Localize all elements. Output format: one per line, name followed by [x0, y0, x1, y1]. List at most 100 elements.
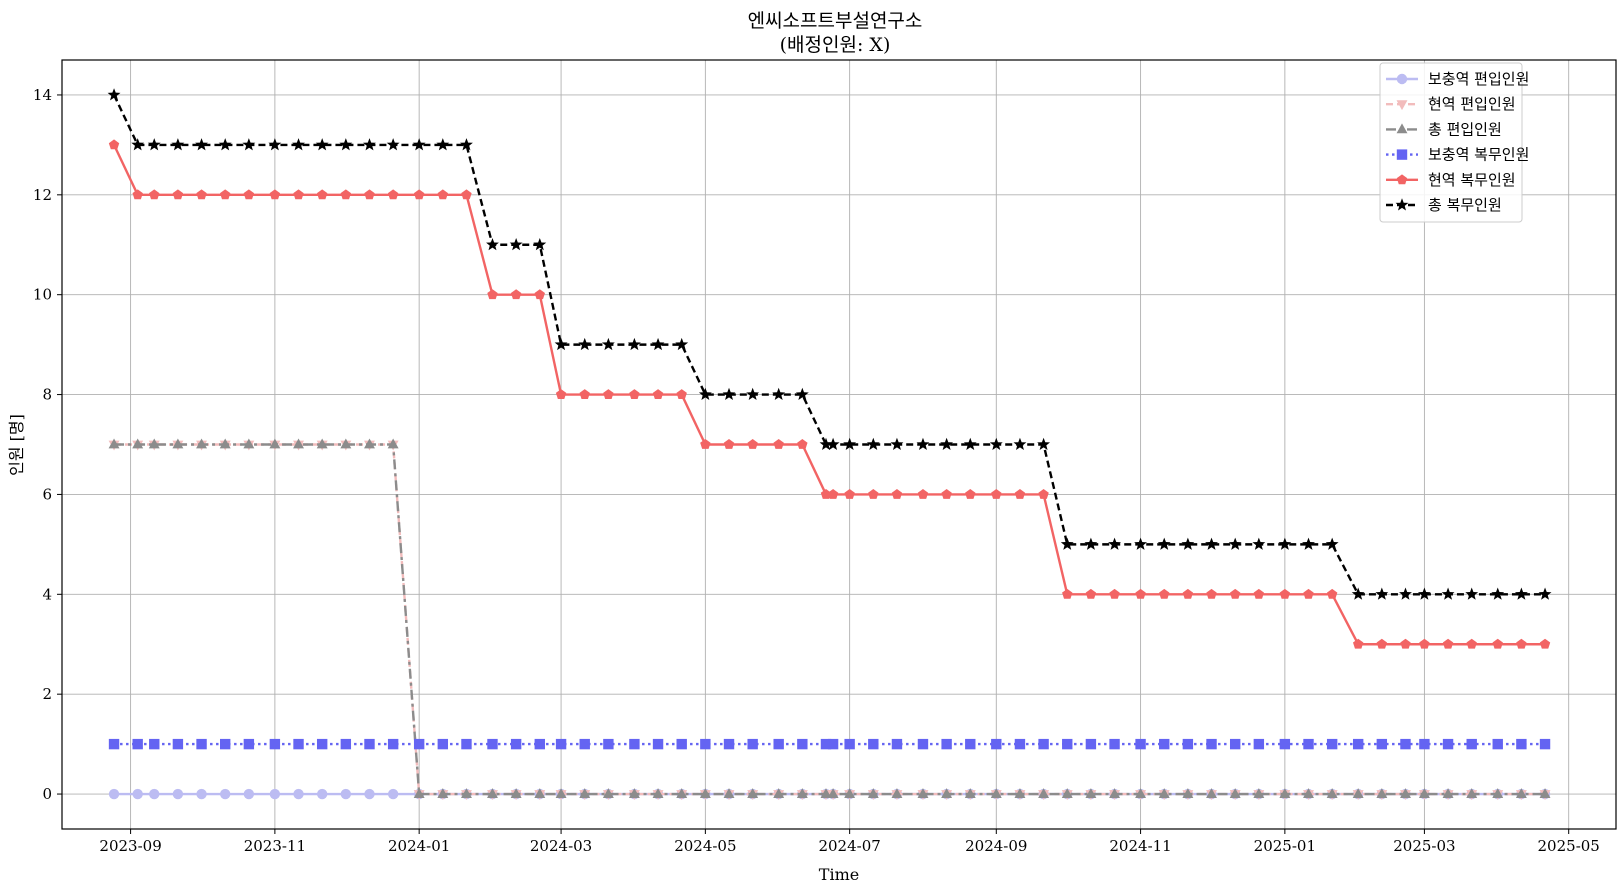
data-point [964, 788, 976, 798]
data-point [990, 788, 1002, 798]
data-point [387, 189, 399, 200]
data-point [1279, 588, 1291, 599]
data-point [991, 488, 1002, 499]
x-tick-label: 2024-11 [1109, 837, 1171, 855]
data-point [339, 138, 353, 151]
data-point [413, 738, 425, 750]
data-point [700, 439, 711, 449]
legend-label: 총 복무인원 [1428, 196, 1502, 214]
data-point [723, 788, 735, 798]
data-point [1134, 537, 1147, 550]
data-point [108, 738, 120, 750]
data-point [487, 289, 498, 300]
legend-label: 보충역 복무인원 [1428, 146, 1529, 164]
data-point [387, 788, 399, 800]
data-point [108, 438, 120, 449]
data-point [652, 788, 664, 798]
data-point [196, 438, 208, 449]
data-point [218, 138, 232, 151]
data-point [293, 788, 304, 800]
data-point [1303, 788, 1314, 798]
data-point [436, 138, 450, 151]
data-point [867, 788, 879, 798]
data-point [891, 738, 903, 750]
data-point [627, 337, 641, 351]
data-point [651, 337, 665, 351]
data-point [989, 437, 1003, 450]
legend-marker [1396, 174, 1408, 185]
data-point [1516, 638, 1527, 649]
data-point [1515, 788, 1527, 798]
data-point [437, 189, 449, 200]
series-group [107, 88, 1552, 801]
data-point [486, 238, 499, 251]
data-point [1400, 738, 1411, 750]
data-point [269, 788, 281, 800]
data-point [292, 138, 305, 151]
data-point [698, 387, 712, 401]
data-point [603, 389, 614, 399]
x-tick-label: 2025-03 [1393, 837, 1455, 855]
data-point [1182, 738, 1194, 750]
data-point [315, 138, 329, 151]
data-point [1466, 788, 1478, 798]
y-axis-label: 인원 [명] [7, 414, 26, 476]
data-point [461, 738, 472, 750]
data-point [364, 788, 375, 800]
data-point [1326, 738, 1338, 750]
series-line [114, 443, 1546, 796]
data-point [461, 788, 472, 798]
data-point [579, 389, 590, 399]
x-tick-label: 2024-09 [965, 837, 1027, 855]
data-point [1418, 788, 1430, 798]
data-point [652, 389, 664, 399]
data-point [1516, 738, 1527, 750]
data-point [1352, 788, 1364, 798]
data-point [437, 738, 449, 750]
series-4 [108, 738, 1551, 750]
data-point [533, 238, 547, 251]
data-point [147, 138, 161, 151]
data-point [534, 788, 546, 798]
y-tick-label: 10 [33, 286, 52, 304]
data-point [963, 437, 977, 450]
data-point [1538, 587, 1552, 600]
legend-label: 현역 편입인원 [1428, 95, 1516, 113]
data-point [890, 437, 904, 450]
data-point [1229, 788, 1241, 798]
data-point [579, 738, 590, 750]
data-point [1492, 638, 1503, 649]
data-point [941, 788, 953, 798]
data-point [1326, 788, 1338, 798]
data-point [827, 788, 839, 798]
data-point [772, 387, 786, 401]
data-point [1014, 488, 1026, 499]
data-point [364, 738, 375, 750]
data-point [1326, 588, 1338, 599]
data-point [460, 138, 473, 151]
data-point [1062, 588, 1073, 599]
y-tick-label: 14 [33, 86, 52, 104]
data-point [1399, 587, 1412, 600]
data-point [1062, 738, 1073, 750]
data-point [723, 439, 735, 449]
data-point [1158, 788, 1170, 798]
data-point [1492, 738, 1503, 750]
data-point [1465, 587, 1479, 600]
data-point [827, 738, 839, 750]
data-point [1279, 738, 1291, 750]
legend-marker [1396, 149, 1408, 160]
data-point [1085, 788, 1097, 798]
data-point [437, 788, 449, 798]
data-point [1109, 788, 1121, 798]
data-point [820, 738, 832, 750]
data-point [243, 189, 255, 200]
data-point [797, 439, 808, 449]
x-tick-label: 2024-05 [674, 837, 736, 855]
y-tick-label: 8 [42, 386, 52, 404]
data-point [629, 738, 640, 750]
data-point [132, 738, 143, 750]
data-point [1182, 588, 1194, 599]
legend-marker [1396, 100, 1408, 111]
data-point [243, 738, 255, 750]
